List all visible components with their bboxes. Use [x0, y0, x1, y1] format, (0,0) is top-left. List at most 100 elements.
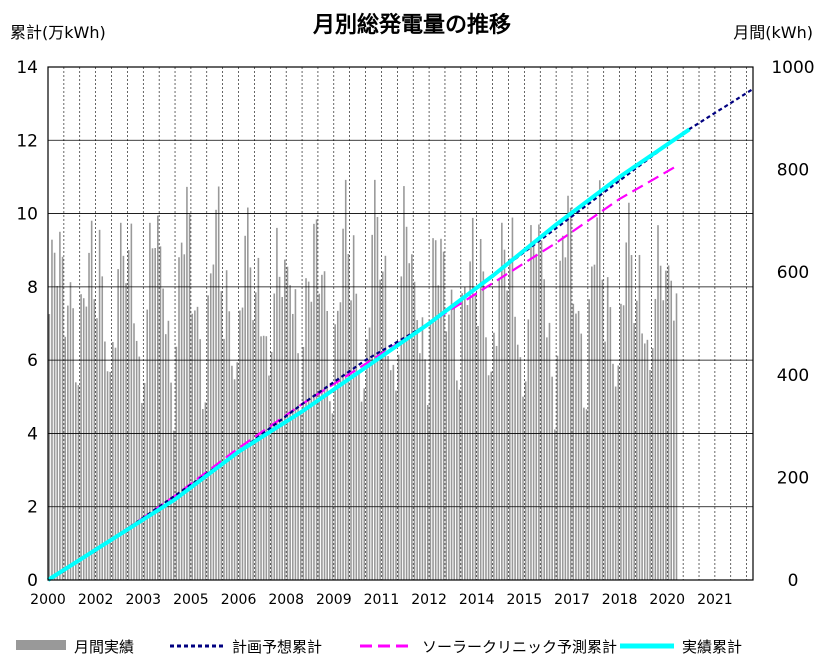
- monthly-bar: [448, 314, 450, 580]
- actual-cumulative-line: [46, 127, 691, 582]
- monthly-bar: [318, 293, 321, 580]
- monthly-bar: [244, 235, 246, 581]
- monthly-bar: [601, 279, 604, 580]
- monthly-bar: [329, 401, 331, 580]
- monthly-bar: [368, 327, 371, 580]
- y-left-axis-label: 累計(万kWh): [10, 23, 106, 42]
- monthly-bar: [72, 308, 74, 580]
- monthly-bar: [188, 214, 191, 581]
- monthly-bar: [138, 356, 141, 580]
- monthly-bar: [646, 339, 649, 580]
- monthly-bar: [159, 246, 162, 580]
- monthly-bar: [479, 238, 482, 581]
- monthly-bar: [294, 289, 297, 580]
- monthly-bar: [204, 402, 207, 580]
- monthly-bar: [77, 385, 80, 580]
- monthly-bar: [112, 342, 114, 580]
- monthly-bar: [495, 345, 498, 580]
- monthly-bar: [543, 279, 545, 580]
- monthly-bar: [466, 305, 469, 580]
- monthly-bar: [501, 222, 503, 580]
- monthly-bar: [612, 363, 614, 580]
- y-right-axis-label: 月間(kWh): [733, 23, 813, 42]
- monthly-bar: [561, 235, 564, 581]
- y-left-tick-label: 12: [16, 131, 38, 151]
- monthly-bar: [223, 338, 225, 580]
- monthly-bar: [392, 364, 395, 580]
- monthly-bar: [307, 281, 310, 580]
- monthly-bar: [109, 371, 111, 580]
- monthly-bar: [387, 355, 389, 580]
- monthly-bar: [434, 240, 437, 580]
- monthly-bar: [122, 255, 125, 580]
- monthly-bar: [636, 300, 638, 580]
- x-tick-label: 2018: [602, 592, 638, 608]
- legend-label-plan: 計画予想累計: [232, 638, 322, 656]
- monthly-bar: [80, 294, 82, 580]
- monthly-bar: [202, 409, 204, 580]
- monthly-bar: [191, 313, 194, 580]
- monthly-bar: [572, 303, 575, 580]
- monthly-bar: [199, 339, 201, 580]
- monthly-bar: [469, 261, 471, 580]
- monthly-bar: [546, 337, 548, 580]
- monthly-bar: [654, 298, 657, 580]
- monthly-bar: [458, 389, 461, 580]
- monthly-bar: [559, 260, 561, 580]
- monthly-bar: [48, 314, 51, 580]
- cumulative-lines: [46, 88, 754, 582]
- monthly-bar: [667, 265, 670, 580]
- monthly-bar: [564, 257, 567, 580]
- monthly-bar: [194, 310, 196, 580]
- x-tick-label: 2014: [459, 592, 495, 608]
- monthly-bar: [270, 351, 273, 580]
- monthly-bar: [323, 271, 326, 580]
- monthly-bar: [119, 222, 122, 580]
- plot-frame: [47, 66, 754, 581]
- monthly-bar: [524, 381, 527, 580]
- monthly-bar: [135, 340, 138, 580]
- y-right-tick-label: 1000: [771, 58, 814, 78]
- monthly-bar: [228, 311, 231, 580]
- monthly-bar: [125, 283, 127, 580]
- chart-title: 月別総発電量の推移: [312, 12, 511, 38]
- monthly-bar: [583, 407, 585, 580]
- y-right-tick-labels: 0 200 400 600 800 1000: [771, 58, 814, 591]
- monthly-bar: [67, 305, 69, 580]
- y-left-tick-label: 0: [27, 571, 38, 591]
- monthly-bar: [347, 253, 350, 580]
- monthly-bar: [556, 355, 559, 580]
- monthly-bar: [260, 336, 262, 580]
- monthly-bar: [114, 347, 117, 580]
- monthly-bar: [358, 370, 360, 580]
- monthly-bar: [419, 353, 421, 580]
- monthly-bar: [350, 300, 352, 580]
- monthly-bar: [509, 258, 511, 580]
- monthly-bar: [596, 217, 598, 580]
- monthly-bar: [598, 180, 601, 580]
- monthly-bar: [503, 249, 506, 581]
- monthly-bar: [408, 263, 411, 580]
- y-right-tick-label: 600: [777, 263, 809, 283]
- monthly-bar: [117, 269, 119, 580]
- legend-swatch-monthly: [16, 640, 66, 650]
- monthly-bar: [331, 413, 334, 580]
- monthly-bar: [342, 228, 344, 580]
- monthly-bar: [532, 241, 535, 581]
- monthly-bar: [149, 222, 151, 580]
- monthly-bar: [490, 371, 493, 580]
- monthly-bar: [339, 302, 342, 580]
- legend-label-solar: ソーラークリニック予測累計: [422, 638, 617, 656]
- y-left-tick-label: 2: [27, 498, 38, 518]
- monthly-bar: [397, 354, 400, 580]
- monthly-bar: [178, 257, 180, 580]
- monthly-bar: [379, 279, 381, 580]
- monthly-bar: [405, 226, 408, 580]
- monthly-bar: [302, 346, 305, 580]
- monthly-bar: [286, 266, 289, 580]
- monthly-bar: [487, 375, 490, 580]
- monthly-bar: [141, 402, 143, 580]
- monthly-bar: [162, 288, 164, 580]
- monthly-bar: [196, 306, 199, 580]
